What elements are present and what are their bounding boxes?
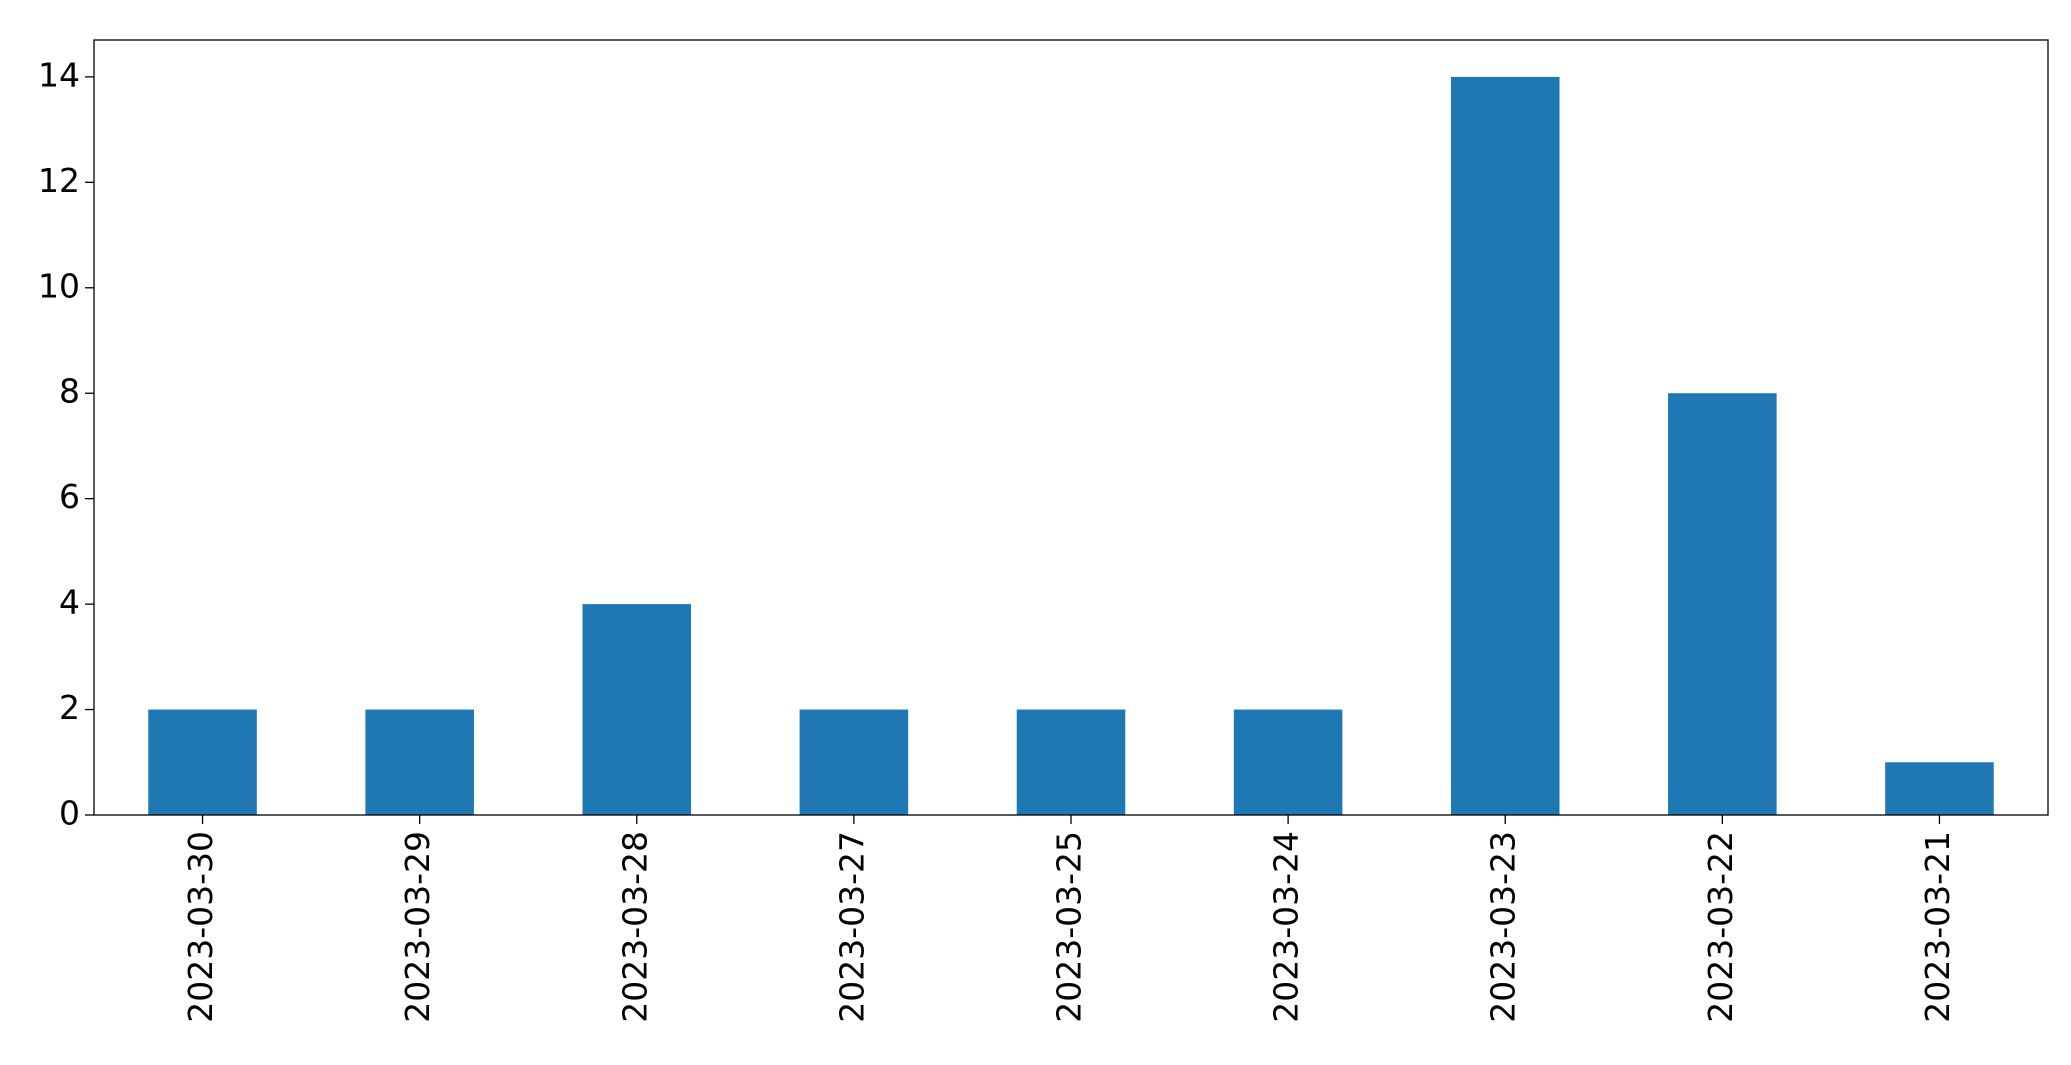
bar-2023-03-29	[365, 709, 474, 815]
y-tick-label: 2	[59, 688, 80, 727]
x-tick-label: 2023-03-21	[1918, 831, 1957, 1023]
y-tick-label: 4	[59, 583, 80, 622]
x-axis: 2023-03-30 2023-03-29 2023-03-28 2023-03-27…	[181, 815, 1957, 1023]
x-tick-label: 2023-03-29	[398, 831, 437, 1023]
x-tick-label: 2023-03-22	[1701, 831, 1740, 1023]
y-tick-label: 10	[38, 266, 80, 305]
y-tick-label: 0	[59, 794, 80, 833]
plot-frame	[93, 39, 2049, 816]
x-tick-label: 2023-03-23	[1484, 831, 1523, 1023]
x-tick-label: 2023-03-25	[1050, 831, 1089, 1023]
y-tick-label: 6	[59, 477, 80, 516]
bar-2023-03-24	[1233, 709, 1343, 815]
bar-2023-03-27	[799, 709, 909, 815]
bar-2023-03-21	[1885, 762, 1994, 815]
bar-2023-03-28	[582, 604, 692, 815]
x-tick-label: 2023-03-30	[181, 831, 220, 1023]
y-tick-label: 8	[59, 372, 80, 411]
y-tick-label: 14	[38, 55, 80, 94]
x-tick-label: 2023-03-28	[615, 831, 654, 1023]
bar-2023-03-30	[148, 709, 257, 815]
x-tick-label: 2023-03-24	[1267, 831, 1306, 1023]
x-tick-label: 2023-03-27	[832, 831, 871, 1023]
bar-2023-03-25	[1016, 709, 1126, 815]
bar-2023-03-23	[1450, 76, 1560, 815]
bar-2023-03-22	[1668, 393, 1777, 815]
y-axis: 0 2 4 6 8 10 12 14	[38, 55, 94, 833]
bars-layer	[148, 76, 1994, 815]
y-tick-label: 12	[38, 161, 80, 200]
